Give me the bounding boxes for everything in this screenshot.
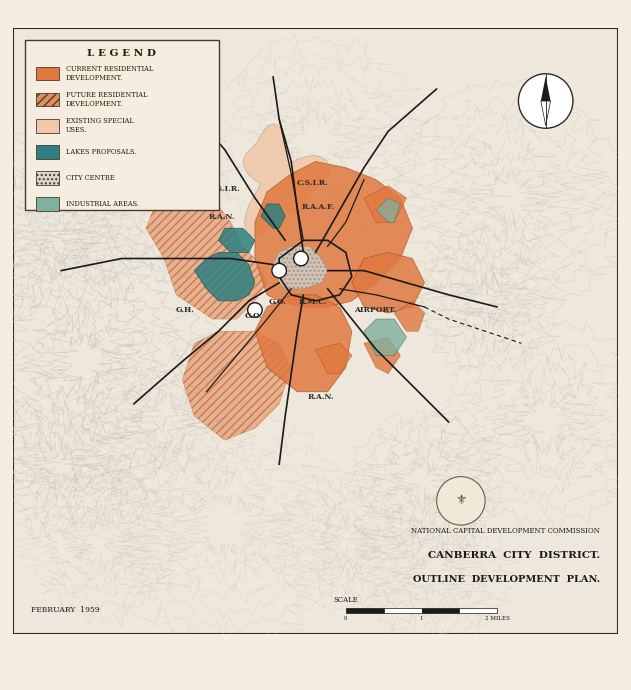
Text: LAKES PROPOSALS.: LAKES PROPOSALS.	[66, 148, 136, 156]
Text: R.A.N.: R.A.N.	[208, 213, 235, 221]
Text: AIRPORT.: AIRPORT.	[354, 306, 396, 314]
Polygon shape	[255, 161, 413, 307]
Text: CITY CENTRE: CITY CENTRE	[66, 174, 115, 182]
Text: NATIONAL CAPITAL DEVELOPMENT COMMISSION: NATIONAL CAPITAL DEVELOPMENT COMMISSION	[411, 527, 600, 535]
Circle shape	[247, 303, 262, 317]
Polygon shape	[316, 344, 352, 373]
Polygon shape	[376, 198, 400, 222]
Bar	[35, 93, 59, 106]
Polygon shape	[352, 253, 425, 313]
Text: R.A.A.F.: R.A.A.F.	[302, 203, 335, 211]
Circle shape	[437, 477, 485, 525]
Bar	[35, 197, 59, 210]
Text: R.M.C.: R.M.C.	[298, 298, 327, 306]
Text: C.S.I.R.: C.S.I.R.	[297, 179, 328, 187]
Bar	[384, 608, 422, 613]
Polygon shape	[273, 246, 327, 289]
Text: CURRENT RESIDENTIAL
DEVELOPMENT.: CURRENT RESIDENTIAL DEVELOPMENT.	[66, 65, 153, 82]
Text: INDUSTRIAL AREAS.: INDUSTRIAL AREAS.	[66, 200, 139, 208]
Polygon shape	[146, 186, 267, 319]
Polygon shape	[541, 77, 550, 101]
Circle shape	[519, 74, 573, 128]
Text: CANBERRA  CITY  DISTRICT.: CANBERRA CITY DISTRICT.	[428, 551, 600, 560]
Bar	[35, 171, 59, 185]
Text: SCALE: SCALE	[334, 595, 358, 604]
Bar	[35, 119, 59, 132]
Polygon shape	[364, 337, 400, 373]
Circle shape	[293, 251, 308, 266]
Text: G.H.: G.H.	[176, 306, 195, 314]
Text: C.S.I.R.: C.S.I.R.	[209, 185, 240, 193]
Polygon shape	[364, 186, 406, 222]
Text: 0: 0	[344, 616, 348, 621]
Text: G.O.: G.O.	[268, 298, 286, 306]
Text: G.O.: G.O.	[244, 312, 262, 320]
Polygon shape	[541, 101, 550, 126]
Bar	[459, 608, 497, 613]
Polygon shape	[218, 228, 255, 253]
Polygon shape	[194, 253, 255, 301]
Polygon shape	[244, 124, 329, 236]
Polygon shape	[364, 319, 406, 355]
Text: 1: 1	[420, 616, 423, 621]
Text: 2 MILES: 2 MILES	[485, 616, 510, 621]
Text: FUTURE RESIDENTIAL
DEVELOPMENT.: FUTURE RESIDENTIAL DEVELOPMENT.	[66, 91, 148, 108]
Text: FEBRUARY  1959: FEBRUARY 1959	[31, 606, 100, 614]
Text: R.A.N.: R.A.N.	[307, 393, 334, 401]
Bar	[346, 608, 384, 613]
Polygon shape	[261, 204, 285, 228]
Text: EXISTING SPECIAL
USES.: EXISTING SPECIAL USES.	[66, 117, 134, 135]
Text: ⚜: ⚜	[455, 494, 466, 507]
Polygon shape	[394, 301, 425, 331]
Bar	[35, 145, 59, 159]
Text: L E G E N D: L E G E N D	[87, 49, 156, 58]
Polygon shape	[182, 331, 292, 440]
Bar	[35, 67, 59, 81]
Bar	[422, 608, 459, 613]
Polygon shape	[255, 295, 352, 392]
Circle shape	[272, 264, 286, 278]
FancyBboxPatch shape	[25, 41, 218, 210]
Text: OUTLINE  DEVELOPMENT  PLAN.: OUTLINE DEVELOPMENT PLAN.	[413, 575, 600, 584]
